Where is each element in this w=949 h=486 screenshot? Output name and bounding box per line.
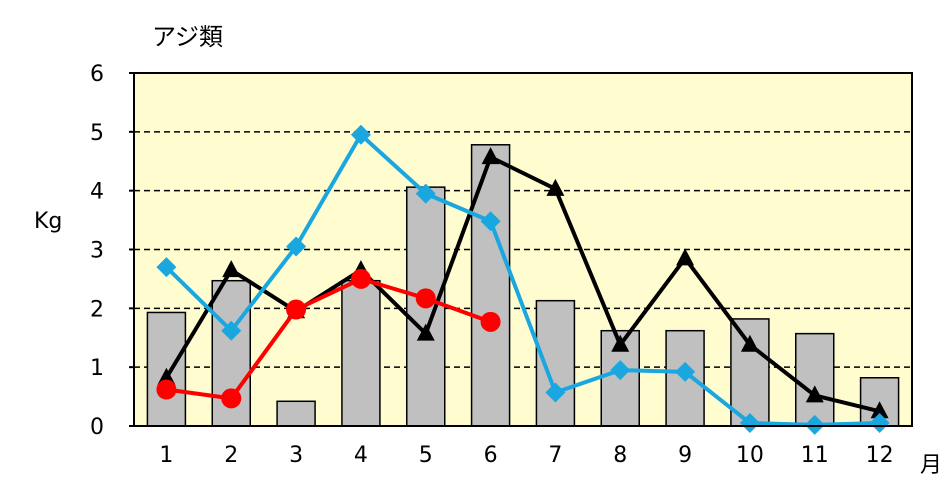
triangle-marker: [676, 248, 695, 266]
y-axis-label: Kg: [34, 209, 62, 234]
bar: [795, 332, 835, 427]
x-tick-label: 1: [159, 443, 173, 468]
y-tick-label: 1: [90, 356, 104, 381]
x-tick-label: 10: [736, 443, 764, 468]
x-tick-label: 6: [484, 443, 498, 468]
diamond-marker: [739, 413, 760, 434]
triangle-marker: [481, 147, 500, 165]
diamond-marker: [869, 413, 890, 434]
y-tick-labels: 0 1 2 3 4 5 6: [90, 62, 134, 440]
circle-marker: [350, 268, 371, 289]
x-tick-label: 7: [548, 443, 562, 468]
plot-area: [134, 73, 912, 426]
triangle-marker: [546, 178, 565, 196]
triangle-marker: [805, 385, 824, 403]
circle-marker: [156, 379, 177, 400]
diamond-marker: [675, 361, 696, 382]
diamond-marker: [610, 360, 631, 381]
series-line: [166, 276, 492, 401]
x-tick-label: 8: [613, 443, 627, 468]
diamond-marker: [415, 183, 436, 204]
series-line: [164, 155, 881, 414]
circle-marker: [221, 388, 242, 409]
x-tick-label: 9: [678, 443, 692, 468]
line-series: [156, 124, 890, 435]
diamond-marker: [286, 236, 307, 257]
diamond-marker: [804, 414, 825, 435]
bar: [470, 144, 511, 427]
x-tick-label: 4: [354, 443, 368, 468]
diamond-marker: [545, 382, 566, 403]
y-tick-label: 6: [90, 62, 104, 87]
diamond-marker: [156, 257, 177, 278]
triangle-marker: [222, 260, 241, 278]
y-tick-label: 2: [90, 297, 104, 322]
y-tick-label: 0: [90, 415, 104, 440]
y-tick-label: 3: [90, 239, 104, 264]
circle-marker: [286, 299, 307, 320]
y-tick-label: 4: [90, 180, 104, 205]
x-tick-label: 11: [801, 443, 829, 468]
diamond-marker: [221, 320, 242, 341]
circle-marker: [480, 311, 501, 332]
series-line: [165, 132, 880, 427]
triangle-marker: [157, 367, 176, 385]
x-tick-label: 3: [289, 443, 303, 468]
triangle-marker: [611, 334, 630, 352]
triangle-marker: [416, 323, 435, 341]
y-tick-label: 5: [90, 121, 104, 146]
bar: [535, 299, 576, 427]
chart-title: アジ類: [152, 23, 223, 51]
triangle-marker: [740, 334, 759, 352]
diamond-marker: [350, 124, 371, 145]
triangle-marker: [870, 401, 889, 419]
x-tick-label: 2: [224, 443, 238, 468]
x-tick-label: 5: [419, 443, 433, 468]
x-tick-labels: 1 2 3 4 5 6 7 8 9 10 11 12: [159, 443, 893, 468]
x-tick-label: 12: [866, 443, 894, 468]
bar: [341, 279, 381, 427]
bar: [276, 400, 316, 427]
circle-marker: [415, 288, 436, 309]
x-axis-label: 月: [920, 453, 942, 478]
diamond-marker: [480, 211, 501, 232]
